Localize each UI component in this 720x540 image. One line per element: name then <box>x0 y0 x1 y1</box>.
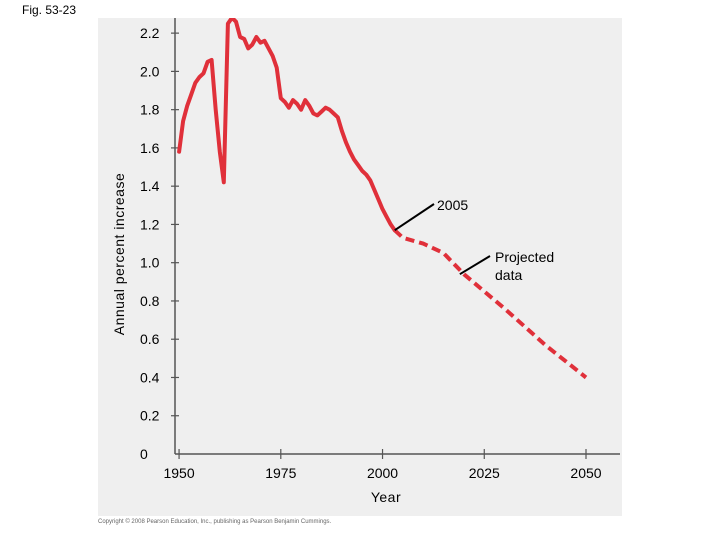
annotation-leader-projected <box>459 255 491 276</box>
y-tick-label: 0 <box>140 446 148 462</box>
x-tick-label: 2050 <box>570 465 601 481</box>
y-tick-label: 2.0 <box>140 63 160 79</box>
copyright-notice: Copyright © 2008 Pearson Education, Inc.… <box>98 519 332 525</box>
annotation-projected-data: Projected data <box>495 249 554 283</box>
y-tick-label: 2.2 <box>140 25 160 41</box>
y-tick-label: 0.6 <box>140 331 160 347</box>
y-tick-label: 1.0 <box>140 255 160 271</box>
x-tick-label: 2025 <box>469 465 500 481</box>
y-tick-label: 1.8 <box>140 102 160 118</box>
series-layer <box>177 18 588 380</box>
x-tick-label: 2000 <box>367 465 398 481</box>
historical-series-line <box>177 18 397 233</box>
y-tick-label: 0.8 <box>140 293 160 309</box>
annotation-leader-2005 <box>394 203 435 232</box>
x-tick-label: 1950 <box>163 465 194 481</box>
annotation-line-text: Projected <box>495 249 554 265</box>
annotation-line-text: data <box>495 267 522 283</box>
projected-series-line <box>393 228 588 380</box>
y-tick-label: 1.6 <box>140 140 160 156</box>
figure-label: Fig. 53-23 <box>22 3 77 17</box>
line-chart: 0 0.2 0.4 0.6 0.8 1.0 1.2 1.4 1.6 1.8 2.0 2.2 1950 19… <box>111 18 620 505</box>
axes: 0 0.2 0.4 0.6 0.8 1.0 1.2 1.4 1.6 1.8 2.0 2.2 1950 19… <box>140 18 620 481</box>
annotation-2005: 2005 <box>437 197 468 213</box>
chart-panel: 0 0.2 0.4 0.6 0.8 1.0 1.2 1.4 1.6 1.8 2.0 2.2 1950 19… <box>98 18 622 516</box>
y-axis-title-group: Annual percent increase <box>111 173 127 336</box>
y-tick-label: 1.2 <box>140 216 160 232</box>
x-axis-title: Year <box>371 489 401 505</box>
y-tick-label: 0.2 <box>140 408 160 424</box>
annotation-layer: 2005 Projected data <box>394 197 554 283</box>
y-tick-label: 0.4 <box>140 369 160 385</box>
y-tick-label: 1.4 <box>140 178 160 194</box>
y-axis-title: Annual percent increase <box>111 173 127 336</box>
x-tick-label: 1975 <box>265 465 296 481</box>
